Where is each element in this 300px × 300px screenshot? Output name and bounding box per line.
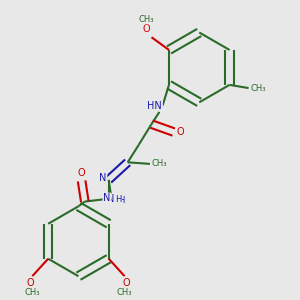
Text: CH₃: CH₃ bbox=[139, 15, 154, 24]
Text: H: H bbox=[115, 196, 121, 205]
Text: N: N bbox=[99, 173, 106, 183]
Text: HN: HN bbox=[147, 100, 162, 110]
Text: N: N bbox=[106, 194, 114, 205]
Text: O: O bbox=[27, 278, 34, 287]
Text: O: O bbox=[143, 24, 151, 34]
Text: CH₃: CH₃ bbox=[25, 288, 40, 297]
Text: CH₃: CH₃ bbox=[250, 84, 266, 93]
Text: CH₃: CH₃ bbox=[117, 288, 132, 297]
Text: H: H bbox=[118, 196, 124, 205]
Text: N: N bbox=[103, 194, 111, 203]
Text: CH₃: CH₃ bbox=[152, 159, 167, 168]
Text: O: O bbox=[78, 168, 86, 178]
Text: O: O bbox=[122, 278, 130, 287]
Text: O: O bbox=[176, 127, 184, 137]
